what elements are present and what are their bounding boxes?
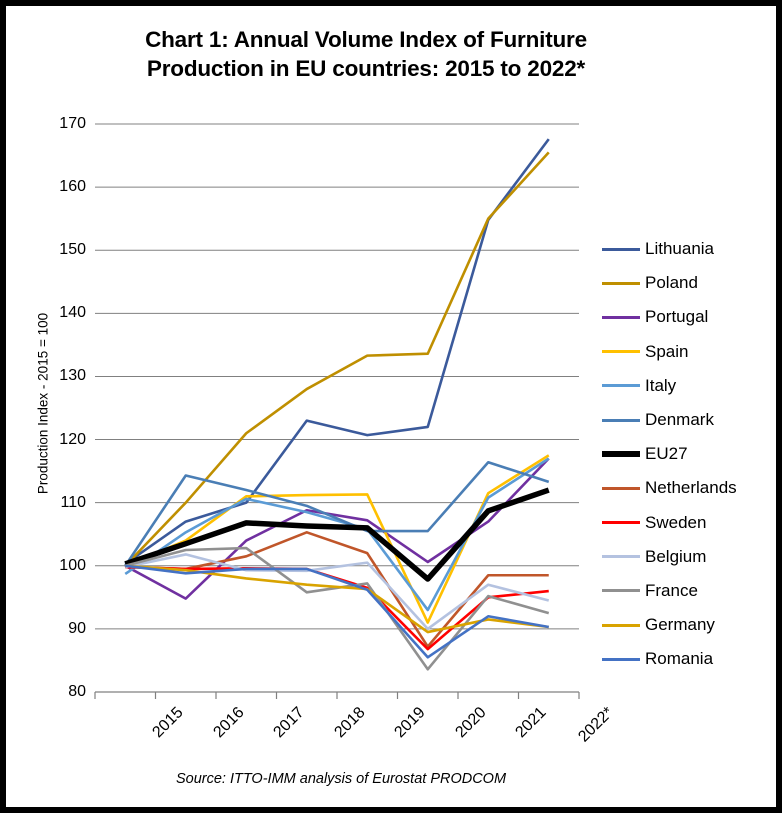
x-tick-label: 2020 [452,704,490,742]
legend-swatch-icon [602,384,640,388]
x-tick-label: 2016 [210,704,248,742]
chart-legend: Lithuania Poland Portugal Spain Italy Denmark… [602,232,780,676]
legend-swatch-icon [602,589,640,593]
chart-title: Chart 1: Annual Volume Index of Furnitur… [66,26,666,84]
legend-label: Portugal [645,307,709,327]
legend-swatch-icon [602,486,640,490]
legend-swatch-icon [602,657,640,661]
legend-item-belgium[interactable]: Belgium [602,540,780,574]
legend-swatch-icon [602,281,640,285]
legend-item-italy[interactable]: Italy [602,369,780,403]
legend-label: Germany [645,615,715,635]
legend-swatch-icon [602,521,640,525]
y-tick-label: 160 [59,178,86,196]
legend-item-poland[interactable]: Poland [602,266,780,300]
y-tick-label: 80 [68,683,86,700]
x-tick-label: 2015 [149,704,187,742]
legend-item-eu27[interactable]: EU27 [602,437,780,471]
legend-label: Netherlands [645,478,737,498]
y-tick-label: 170 [59,115,86,132]
chart-title-line-2: Production in EU countries: 2015 to 2022… [146,55,586,81]
legend-label: Poland [645,273,698,293]
y-tick-label: 110 [60,493,86,511]
legend-item-denmark[interactable]: Denmark [602,403,780,437]
y-tick-label: 140 [59,304,86,322]
legend-label: Italy [645,375,677,395]
legend-swatch-icon [602,418,640,422]
legend-label: Belgium [645,546,707,566]
legend-swatch-icon [602,555,640,559]
y-axis-tick-labels: 80 90 100 110 120 130 140 150 160 170 [26,6,86,819]
legend-item-sweden[interactable]: Sweden [602,506,780,540]
x-tick-label: 2022* [575,704,617,746]
legend-swatch-icon [602,350,640,354]
y-tick-label: 90 [68,619,86,637]
y-tick-label: 100 [59,556,86,574]
legend-label: Romania [645,649,714,669]
legend-label: Spain [645,341,689,361]
legend-item-portugal[interactable]: Portugal [602,300,780,334]
legend-swatch-icon [602,247,640,251]
x-tick-label: 2017 [270,704,308,742]
legend-label: Lithuania [645,239,715,259]
legend-swatch-icon [602,451,640,458]
legend-swatch-icon [602,315,640,319]
legend-item-lithuania[interactable]: Lithuania [602,232,780,266]
x-tick-label: 2018 [331,704,369,742]
legend-label: France [645,580,698,600]
y-tick-label: 150 [59,241,86,259]
legend-item-spain[interactable]: Spain [602,335,780,369]
legend-item-netherlands[interactable]: Netherlands [602,471,780,505]
legend-label: Denmark [645,410,714,430]
legend-item-germany[interactable]: Germany [602,608,780,642]
y-tick-label: 120 [59,430,86,448]
chart-title-line-1: Chart 1: Annual Volume Index of Furnitur… [145,27,587,52]
source-note: Source: ITTO-IMM analysis of Eurostat PR… [175,771,507,787]
legend-item-france[interactable]: France [602,574,780,608]
legend-label: Sweden [645,512,707,532]
legend-swatch-icon [602,623,640,627]
x-tick-label: 2019 [391,704,429,742]
legend-label: EU27 [645,444,688,464]
y-tick-label: 130 [59,367,86,385]
x-tick-label: 2021 [512,704,550,742]
legend-item-romania[interactable]: Romania [602,642,780,676]
